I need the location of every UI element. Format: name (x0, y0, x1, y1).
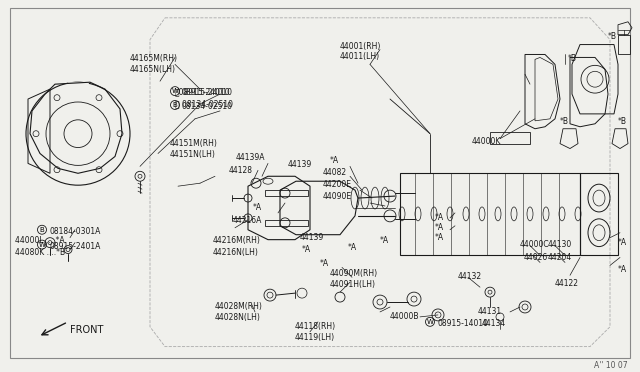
Text: Ⓑ 08134-02510: Ⓑ 08134-02510 (175, 99, 233, 108)
Text: *A: *A (435, 233, 444, 242)
Text: 44131: 44131 (478, 307, 502, 316)
Text: 44139A: 44139A (236, 154, 266, 163)
Text: *B: *B (608, 32, 617, 41)
Text: 44204: 44204 (548, 253, 572, 262)
Text: 08915-2401A: 08915-2401A (49, 242, 100, 251)
Text: 44139: 44139 (288, 160, 312, 169)
Text: B: B (173, 102, 177, 108)
Text: 44000L ....*A: 44000L ....*A (15, 236, 65, 245)
Bar (490, 132, 530, 144)
Text: *A: *A (302, 245, 311, 254)
Bar (580, 173, 618, 256)
Text: *A: *A (435, 223, 444, 232)
Text: 44134: 44134 (482, 319, 506, 328)
Text: 44082: 44082 (323, 169, 347, 177)
Text: 44119(LH): 44119(LH) (295, 333, 335, 342)
Text: Ⓦ08915-24010: Ⓦ08915-24010 (175, 87, 230, 96)
Text: *A: *A (618, 265, 627, 275)
Text: 44216N(LH): 44216N(LH) (213, 248, 259, 257)
Text: 44151N(LH): 44151N(LH) (170, 150, 216, 158)
Text: 44128: 44128 (229, 166, 253, 175)
Text: 44080K ....*B: 44080K ....*B (15, 248, 65, 257)
Text: FRONT: FRONT (70, 325, 104, 335)
Text: 44132: 44132 (458, 272, 482, 281)
Text: *B: *B (560, 117, 569, 126)
Text: 08184-0301A: 08184-0301A (49, 227, 100, 236)
Text: *A: *A (320, 259, 329, 269)
Text: *A: *A (380, 236, 389, 245)
Polygon shape (68, 82, 88, 96)
Text: 44118(RH): 44118(RH) (295, 322, 336, 331)
Bar (400, 173, 580, 256)
Text: 44011(LH): 44011(LH) (340, 52, 380, 61)
Text: 44028N(LH): 44028N(LH) (215, 313, 261, 322)
Text: 44216A: 44216A (233, 216, 262, 225)
Text: *A: *A (330, 157, 339, 166)
Text: *A: *A (348, 243, 357, 251)
Text: 44026: 44026 (524, 253, 548, 262)
Text: 44151M(RH): 44151M(RH) (170, 139, 218, 148)
Text: A'' 10 07: A'' 10 07 (595, 362, 628, 371)
Text: B: B (40, 227, 44, 233)
Text: W: W (38, 241, 45, 248)
Text: 44001(RH): 44001(RH) (340, 42, 381, 51)
Text: *A: *A (253, 203, 262, 212)
Text: 44091H(LH): 44091H(LH) (330, 280, 376, 289)
Text: 44130: 44130 (548, 240, 572, 248)
Text: 44165N(LH): 44165N(LH) (130, 65, 176, 74)
Text: *A: *A (435, 213, 444, 222)
Text: 44000C: 44000C (520, 240, 550, 248)
Text: 44200E: 44200E (323, 180, 352, 189)
Text: 44000K: 44000K (472, 137, 501, 146)
Text: *B: *B (568, 54, 577, 64)
Text: W: W (172, 88, 179, 94)
Text: 08915-24010: 08915-24010 (182, 88, 233, 97)
Text: 44028M(RH): 44028M(RH) (215, 302, 263, 311)
Text: W: W (427, 319, 433, 325)
Text: 08915-14010: 08915-14010 (437, 319, 488, 328)
Text: 44090M(RH): 44090M(RH) (330, 269, 378, 278)
Text: *B: *B (618, 117, 627, 126)
Text: 44165M(RH): 44165M(RH) (130, 54, 178, 64)
Text: 08134-02510: 08134-02510 (182, 102, 233, 111)
Text: 44139: 44139 (300, 233, 324, 242)
Text: 44122: 44122 (555, 279, 579, 288)
Text: 44090E: 44090E (323, 192, 352, 201)
Text: *A: *A (618, 238, 627, 247)
Text: 44000B: 44000B (390, 312, 419, 321)
Text: 44216M(RH): 44216M(RH) (213, 236, 261, 245)
